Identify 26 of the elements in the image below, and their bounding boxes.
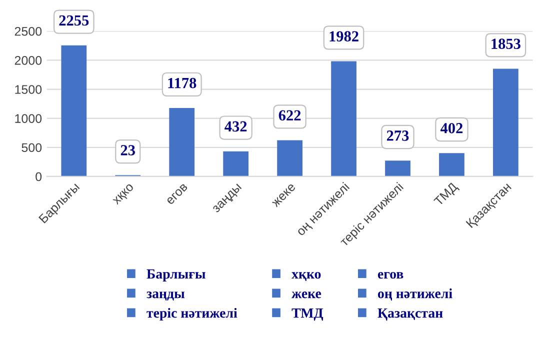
data-label: 1178 — [168, 78, 196, 88]
legend-label: заңды — [146, 292, 185, 300]
data-label: 273 — [386, 130, 409, 141]
y-tick-label: 2000 — [14, 56, 42, 65]
legend-label: хқко — [292, 272, 321, 281]
data-label: 1853 — [492, 38, 520, 49]
y-tick-label: 2500 — [14, 26, 42, 36]
legend-label: теріс нәтижелі — [146, 308, 238, 321]
data-label: 402 — [440, 123, 463, 134]
data-label: 432 — [224, 121, 247, 132]
y-tick-label: 1000 — [15, 114, 42, 123]
x-tick-label: егов — [166, 183, 188, 205]
y-tick-label: 0 — [36, 172, 42, 182]
legend-label: егов — [378, 272, 404, 279]
y-tick-label: 1500 — [15, 85, 42, 94]
y-tick-label: 500 — [22, 143, 42, 152]
data-label: 1982 — [330, 31, 358, 42]
legend-label: Қазақстан — [378, 308, 443, 321]
legend-label: жеке — [292, 292, 322, 298]
x-tick-label: хқко — [112, 183, 136, 207]
data-label: 23 — [120, 145, 135, 156]
legend-label: оң нәтижелі — [378, 288, 452, 300]
legend-label: ТМД — [292, 308, 324, 321]
data-label: 2255 — [59, 15, 89, 26]
data-label: 622 — [278, 110, 301, 121]
legend-label: Барлығы — [146, 269, 206, 282]
